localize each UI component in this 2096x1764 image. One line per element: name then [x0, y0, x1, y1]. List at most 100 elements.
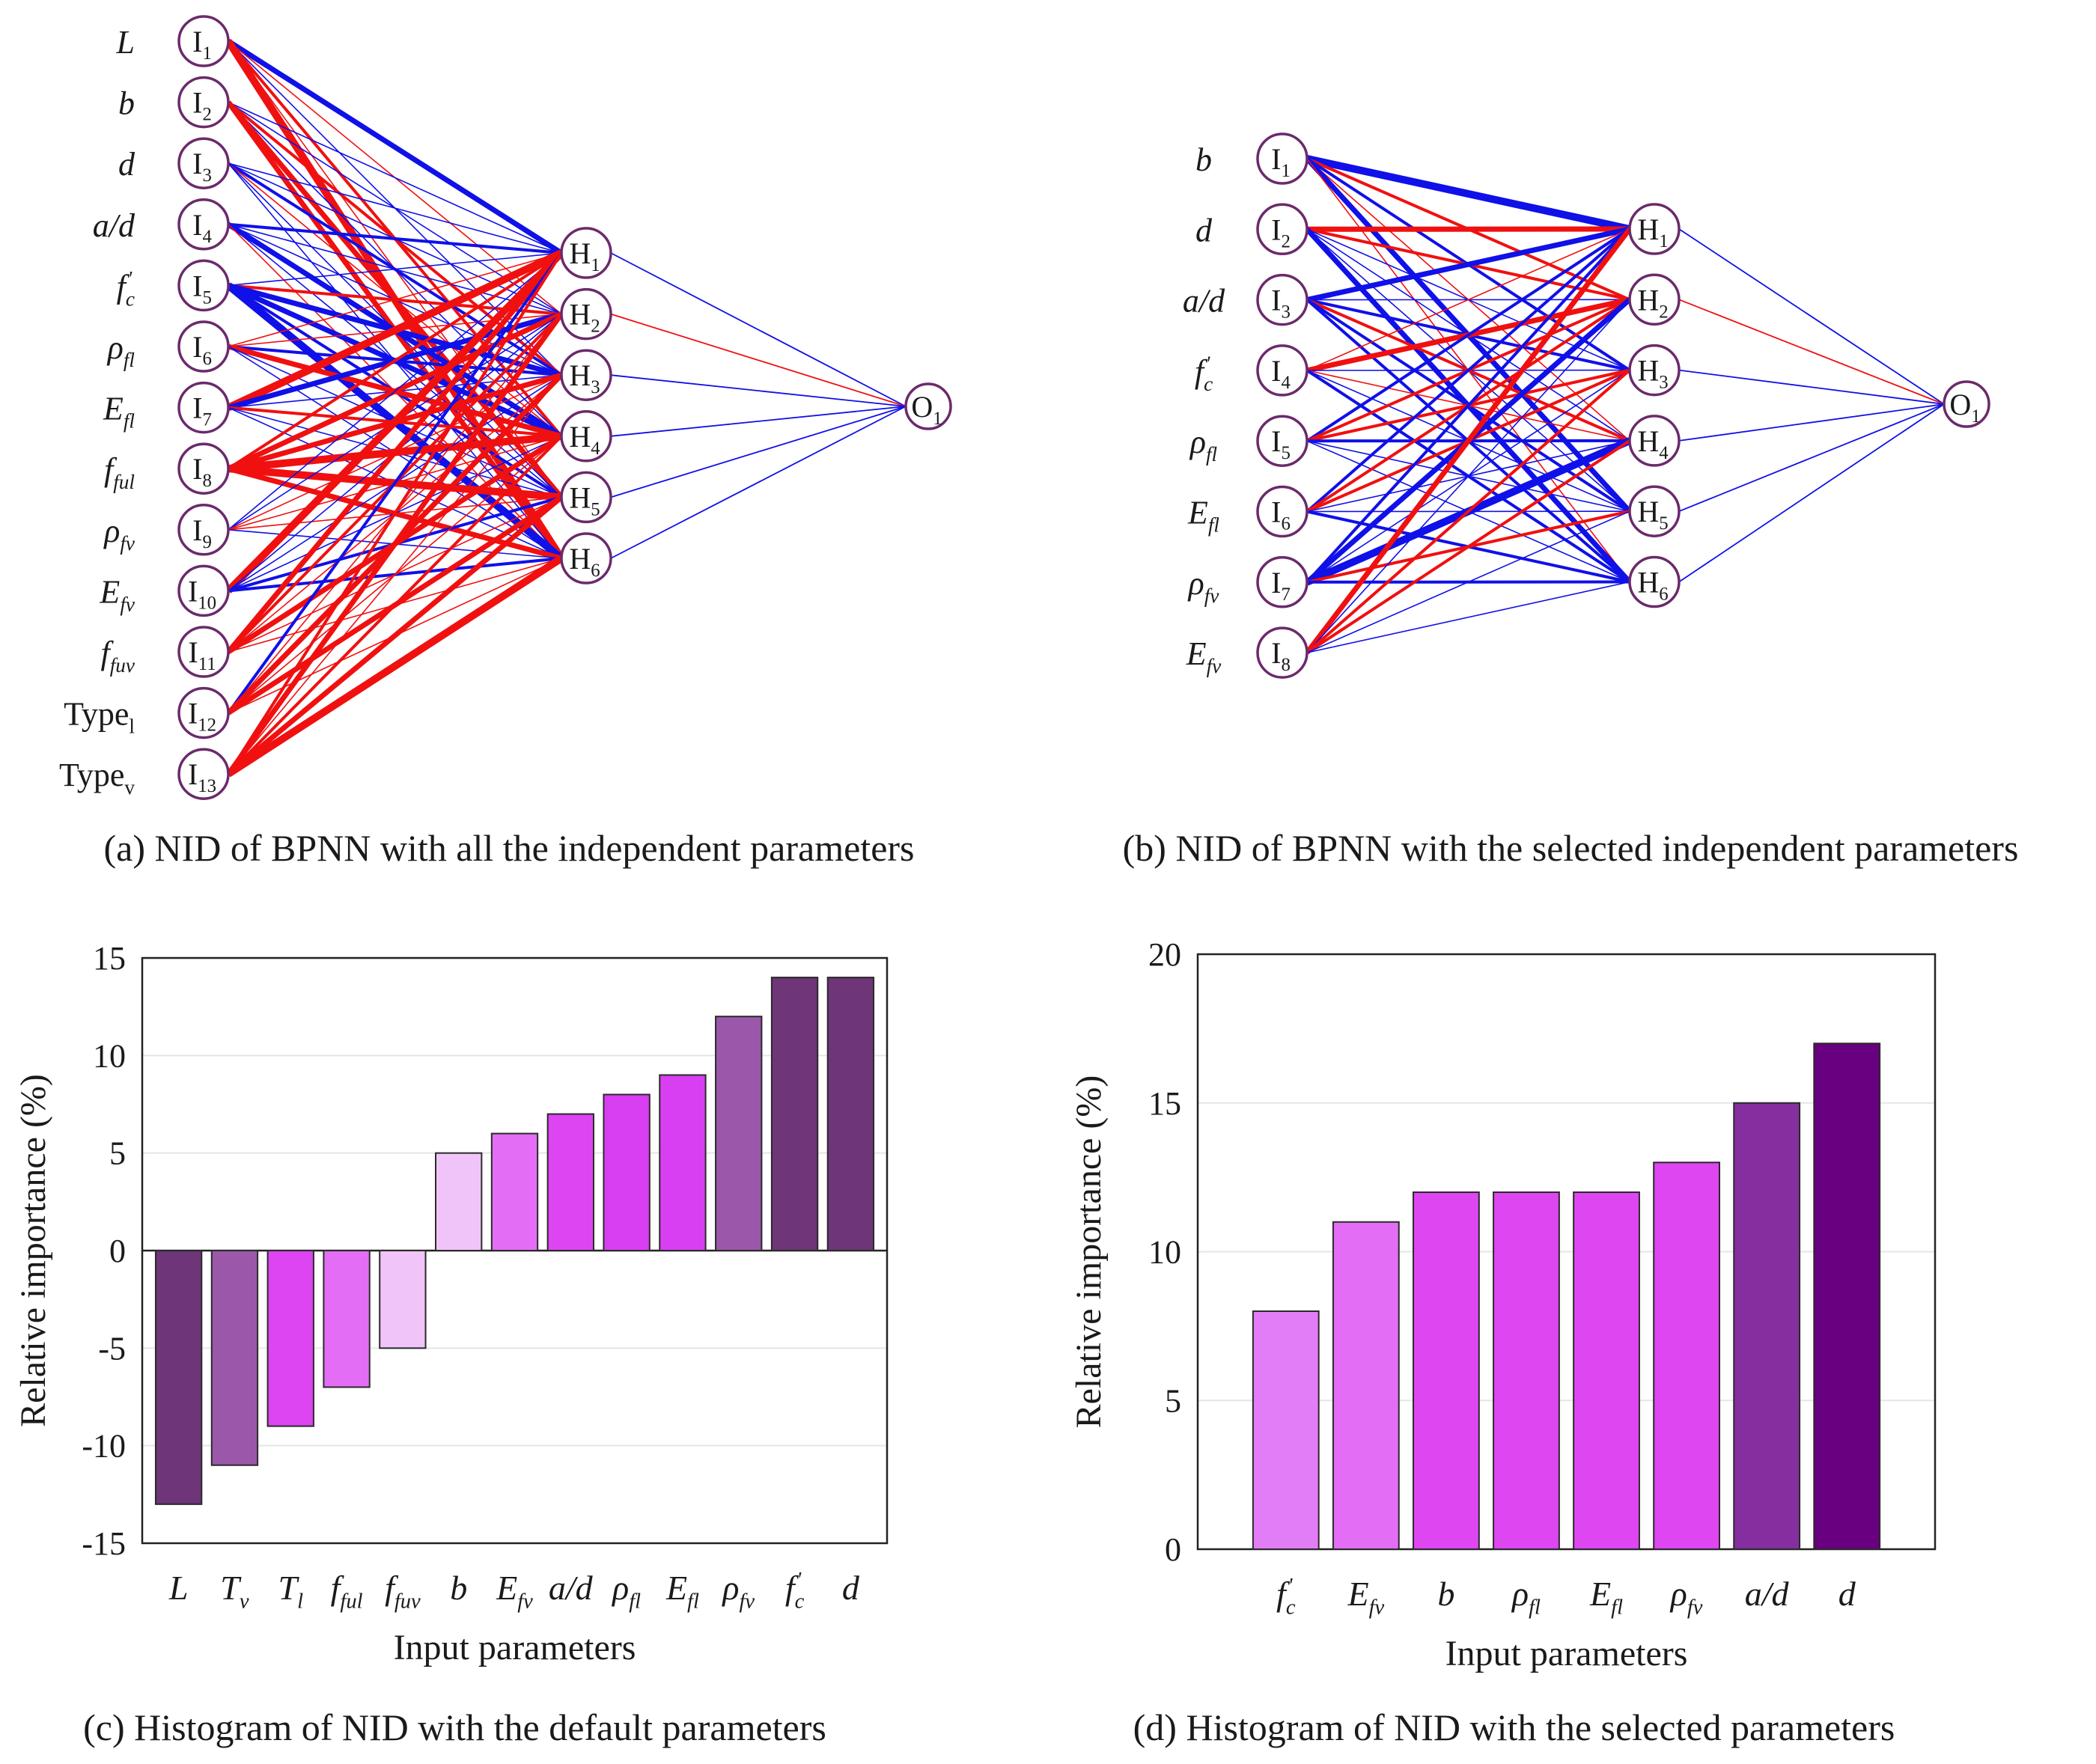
y-tick-label: 5: [1165, 1382, 1181, 1419]
input-node-1: I1: [192, 25, 212, 64]
input-node-7-circle: [177, 381, 230, 434]
bar-6: [435, 1152, 483, 1251]
input-label-7: ρfv: [1187, 565, 1220, 607]
input-label-1: b: [1195, 141, 1212, 178]
x-tick-label-7: Efv: [496, 1569, 533, 1614]
connection-input-2-hidden-1: [228, 101, 562, 254]
hidden-node-1-circle: [560, 227, 612, 279]
input-label-2: b: [118, 85, 135, 122]
hidden-node-2: H2: [1637, 283, 1668, 322]
hidden-node-5-circle: [1628, 485, 1681, 537]
input-label-4: fc': [1195, 353, 1213, 395]
input-node-1-circle: [1256, 132, 1309, 185]
x-tick-label-5: ffuv: [385, 1569, 421, 1614]
connection-input-8-hidden-6: [1306, 581, 1630, 653]
input-label-2: d: [1195, 212, 1213, 248]
output-node-1: O1: [1949, 388, 1980, 427]
input-node-12: I12: [188, 697, 216, 736]
x-tick-label-9: ρfl: [611, 1569, 641, 1614]
bar-5: [1573, 1191, 1640, 1550]
panel-d-bar-chart: fc' Efv b ρfl Efl ρfv a/d d 0 5 10 15 20 Input parame…: [1069, 936, 1937, 1748]
y-tick-label: -15: [82, 1525, 126, 1562]
bar-2: [210, 1250, 259, 1466]
connection-input-13-hidden-4: [227, 435, 563, 775]
input-node-13: I13: [188, 757, 216, 796]
connection-input-3-hidden-1: [1306, 226, 1630, 303]
input-label-3: a/d: [1183, 283, 1225, 320]
input-node-2-circle: [1256, 203, 1309, 256]
x-tick-label-13: d: [842, 1569, 860, 1607]
input-node-3: I3: [192, 147, 212, 186]
connection-input-13-hidden-1: [227, 251, 563, 775]
x-tick-label-4: ρfl: [1511, 1575, 1541, 1620]
x-tick-label-1: L: [168, 1569, 189, 1607]
input-label-3: d: [118, 146, 135, 183]
input-node-3: I3: [1271, 284, 1291, 323]
input-label-11: ffuv: [100, 635, 135, 677]
hidden-node-2-circle: [1628, 273, 1681, 326]
connection-hidden-3-output: [1678, 369, 1945, 405]
y-tick-label: -10: [82, 1428, 126, 1465]
y-tick-label: 15: [93, 940, 126, 977]
y-tick-label: 15: [1148, 1085, 1181, 1122]
input-node-6-circle: [177, 320, 230, 373]
hidden-node-3-circle: [1628, 344, 1681, 397]
bar-2: [1332, 1221, 1400, 1550]
hidden-node-5: H5: [569, 480, 600, 519]
connection-input-12-hidden-1: [227, 251, 563, 714]
input-label-10: Efv: [99, 573, 135, 615]
output-node-1-circle: [1943, 380, 1990, 428]
input-node-4-circle: [177, 198, 230, 251]
bar-8: [1813, 1043, 1881, 1550]
input-label-7: Efl: [103, 391, 135, 433]
hidden-node-6: H6: [569, 542, 600, 581]
chart-caption: (c) Histogram of NID with the default pa…: [83, 1706, 826, 1748]
bar-3: [266, 1250, 314, 1427]
connection-input-13-hidden-3: [228, 374, 562, 775]
x-axis-label: Input parameters: [394, 1628, 636, 1667]
x-tick-label-7: a/d: [1745, 1575, 1790, 1613]
connection-input-8-hidden-2: [1306, 299, 1630, 653]
bar-8: [546, 1113, 594, 1251]
connection-hidden-6-output: [610, 406, 907, 559]
input-node-2-circle: [177, 76, 230, 129]
input-node-1: I1: [1271, 142, 1291, 181]
input-label-6: ρfl: [106, 329, 135, 371]
input-label-5: ρfl: [1189, 424, 1217, 466]
x-tick-label-6: b: [450, 1569, 467, 1607]
y-tick-label: 20: [1148, 936, 1181, 973]
connection-input-9-hidden-1: [228, 252, 562, 531]
hidden-node-6-circle: [560, 532, 612, 585]
connection-hidden-1-output: [1678, 228, 1945, 405]
x-tick-label-2: Tv: [220, 1569, 249, 1614]
panel-c-bar-chart: L Tv Tl fful ffuv b Efv a/d ρfl Efl ρfv fc' d -15 -10 -…: [13, 940, 889, 1748]
connection-input-5-hidden-1: [1306, 228, 1631, 442]
x-tick-label-10: Efl: [665, 1569, 699, 1614]
bar-4: [323, 1250, 371, 1388]
bar-3: [1413, 1191, 1480, 1550]
input-node-5: I5: [1271, 424, 1291, 463]
input-node-8-circle: [177, 442, 230, 495]
input-label-4: a/d: [93, 207, 135, 244]
input-label-13: Typev: [59, 757, 135, 799]
connection-input-7-hidden-1: [226, 249, 564, 412]
input-node-4: I4: [1271, 354, 1291, 393]
connection-input-5-hidden-1: [228, 252, 562, 287]
hidden-node-5: H5: [1637, 495, 1668, 534]
bar-4: [1493, 1191, 1560, 1550]
input-node-5: I5: [192, 269, 212, 308]
input-node-7-circle: [1256, 556, 1309, 608]
connection-input-8-hidden-1: [1305, 227, 1632, 655]
input-node-4-circle: [1256, 344, 1309, 397]
input-node-6: I6: [192, 330, 212, 369]
connection-input-11-hidden-1: [226, 251, 564, 654]
connection-hidden-6-output: [1678, 403, 1945, 583]
bar-1: [154, 1250, 203, 1505]
connection-input-6-hidden-1: [1306, 228, 1631, 513]
input-label-9: ρfv: [103, 513, 135, 555]
connection-hidden-5-output: [610, 406, 907, 498]
panel-b-connections: [1305, 155, 1945, 655]
input-label-8: Efv: [1186, 635, 1222, 677]
x-tick-label-5: Efl: [1589, 1575, 1623, 1620]
